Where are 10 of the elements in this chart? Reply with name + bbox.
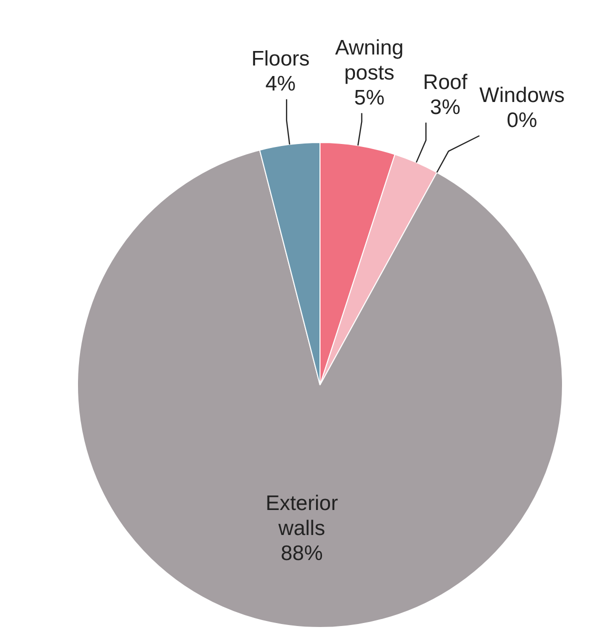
category-label: Windows — [479, 84, 565, 108]
text: 0% — [506, 109, 538, 132]
slice-label: Floors — [251, 48, 310, 71]
data-label: 4% — [265, 72, 296, 96]
slice-label: Roof — [423, 70, 468, 94]
data-label: 3% — [430, 96, 460, 119]
slice-label: Awning posts — [335, 36, 404, 84]
data-label: 5% — [354, 86, 384, 110]
data-label: 88% — [280, 542, 323, 566]
slice-label: Exterior walls — [266, 492, 338, 540]
